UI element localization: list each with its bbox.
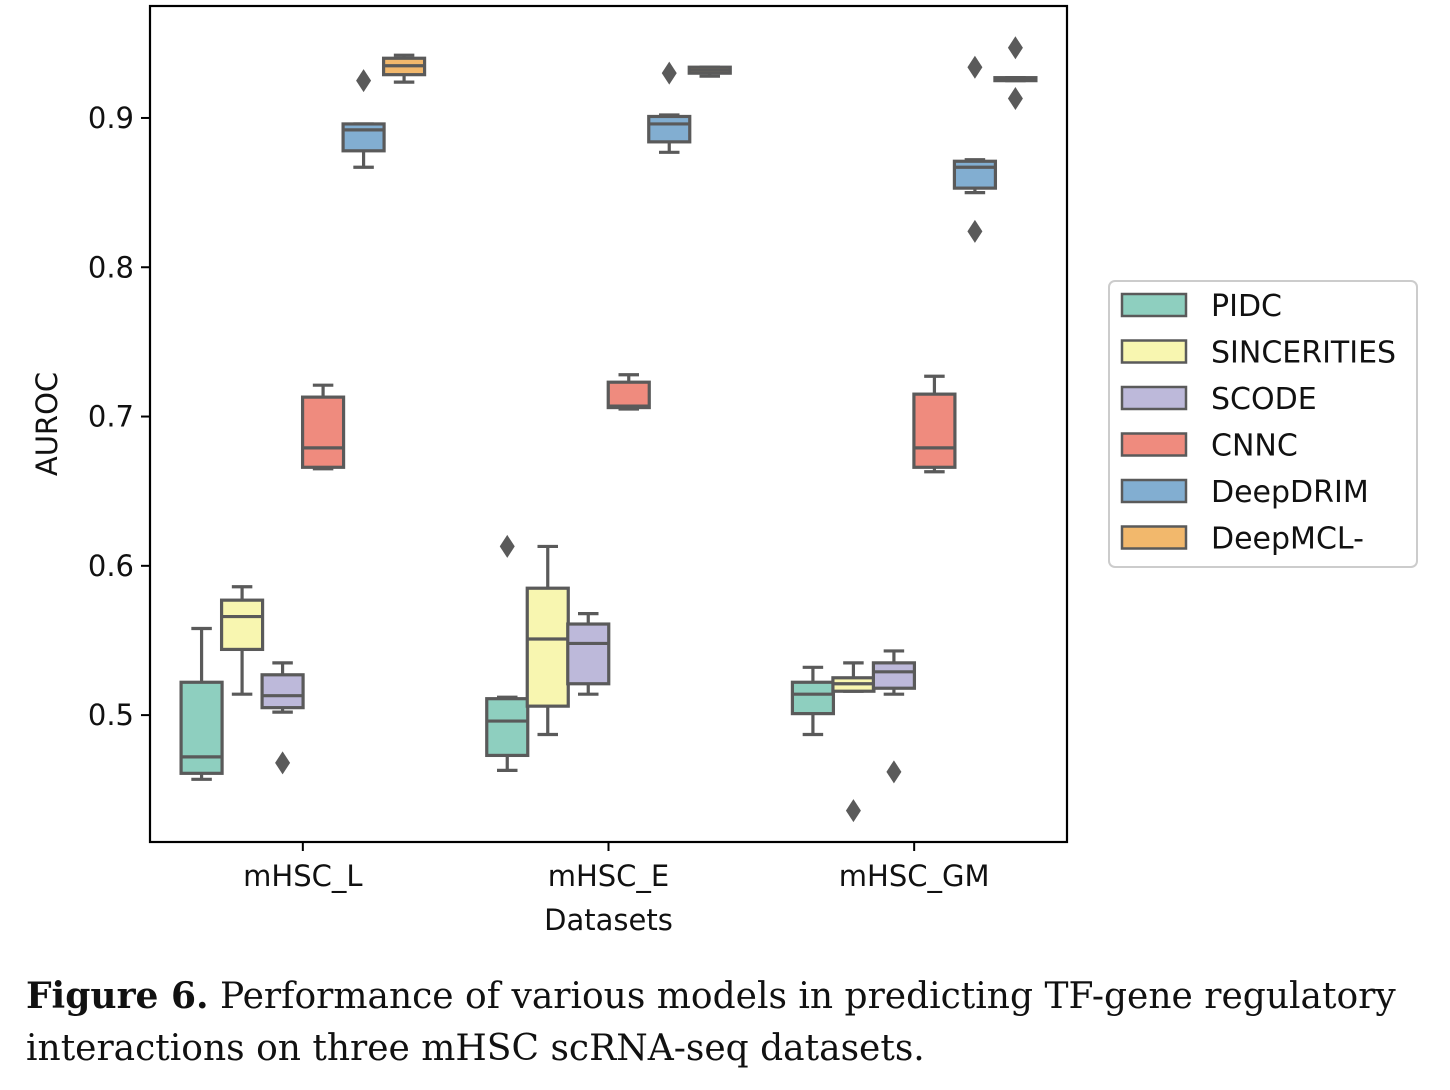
box-pidc-mhsc-gm (790, 665, 836, 737)
box-body (485, 697, 530, 758)
legend-item: DeepMCL- (1120, 522, 1364, 557)
legend-item: CNNC (1120, 429, 1298, 464)
box-sincerities-mhsc-gm (831, 661, 876, 823)
legend-label: DeepMCL- (1211, 522, 1364, 557)
outlier-point (499, 534, 515, 558)
box-body (525, 586, 570, 708)
figure-caption: Figure 6. Performance of various models … (26, 970, 1436, 1075)
legend-label: SINCERITIES (1211, 336, 1396, 371)
box-scode-mhsc-gm (871, 649, 917, 784)
box-deepdrim-mhsc-gm (952, 55, 998, 243)
legend-item: PIDC (1120, 289, 1282, 324)
box-body (219, 598, 265, 652)
x-tick-label: mHSC_L (243, 859, 362, 893)
legend-swatch (1120, 478, 1188, 504)
box-body (341, 122, 386, 153)
outlier-point (1007, 36, 1023, 60)
box-body (300, 395, 346, 469)
legend-label: PIDC (1211, 289, 1282, 324)
x-axis-label: Datasets (544, 903, 673, 937)
auroc-boxplot-chart: 0.5 0.6 0.7 0.8 0.9 mHSC_L mHSC_E mHSC_GM Data… (30, 4, 1418, 937)
x-tick-label: mHSC_GM (839, 859, 990, 893)
box-body (606, 380, 651, 410)
outlier-point (661, 61, 677, 85)
legend-swatch (1120, 339, 1188, 364)
box-pidc-mhsc-e (485, 534, 530, 772)
x-tick-label: mHSC_E (548, 859, 670, 893)
box-cnnc-mhsc-l (300, 383, 346, 471)
legend-label: CNNC (1211, 429, 1298, 464)
legend-label: SCODE (1211, 382, 1317, 417)
box-deepmcl-mhsc-e (687, 65, 732, 78)
outlier-point (967, 55, 983, 79)
legend-swatch (1120, 432, 1188, 457)
box-deepmcl-mhsc-l (381, 53, 427, 84)
outlier-point (845, 799, 861, 823)
box-body (790, 680, 836, 716)
box-sincerities-mhsc-e (525, 544, 570, 737)
outlier-point (1007, 87, 1023, 111)
box-scode-mhsc-l (260, 661, 305, 775)
legend-item: SCODE (1120, 382, 1317, 417)
plot-area (179, 36, 1038, 823)
legend-item: SINCERITIES (1120, 336, 1396, 371)
box-sincerities-mhsc-l (219, 585, 265, 696)
box-body (952, 159, 998, 190)
y-tick-label: 0.5 (88, 698, 134, 732)
box-body (912, 392, 957, 469)
y-axis-label: AUROC (30, 372, 64, 476)
y-axis: 0.5 0.6 0.7 0.8 0.9 (88, 101, 150, 732)
box-body (179, 680, 224, 775)
legend-item: DeepDRIM (1120, 475, 1369, 510)
x-axis: mHSC_L mHSC_E mHSC_GM (243, 842, 990, 893)
box-deepdrim-mhsc-e (647, 61, 692, 154)
box-deepmcl-mhsc-gm (993, 36, 1038, 111)
y-tick-label: 0.8 (88, 250, 134, 284)
box-cnnc-mhsc-gm (912, 374, 957, 474)
box-body (871, 661, 917, 690)
box-pidc-mhsc-l (179, 626, 224, 781)
y-tick-label: 0.7 (88, 400, 134, 434)
box-scode-mhsc-e (566, 611, 611, 696)
outlier-point (886, 760, 902, 784)
legend-swatch (1120, 385, 1188, 411)
outlier-point (356, 69, 372, 93)
y-tick-label: 0.9 (88, 101, 134, 135)
legend: PIDC SINCERITIES SCODE CNNC DeepDRIM DeepMCL- (1108, 280, 1418, 568)
box-body (260, 673, 305, 710)
box-body (647, 114, 692, 144)
box-body (566, 622, 611, 686)
box-deepdrim-mhsc-l (341, 69, 386, 169)
legend-swatch (1120, 525, 1188, 550)
y-tick-label: 0.6 (88, 549, 134, 583)
box-cnnc-mhsc-e (606, 373, 651, 411)
outlier-point (275, 751, 291, 775)
figure-label: Figure 6. (26, 975, 209, 1017)
outlier-point (967, 219, 983, 243)
legend-label: DeepDRIM (1211, 475, 1369, 510)
legend-swatch (1120, 292, 1188, 318)
caption-text: Performance of various models in predict… (26, 976, 1396, 1069)
